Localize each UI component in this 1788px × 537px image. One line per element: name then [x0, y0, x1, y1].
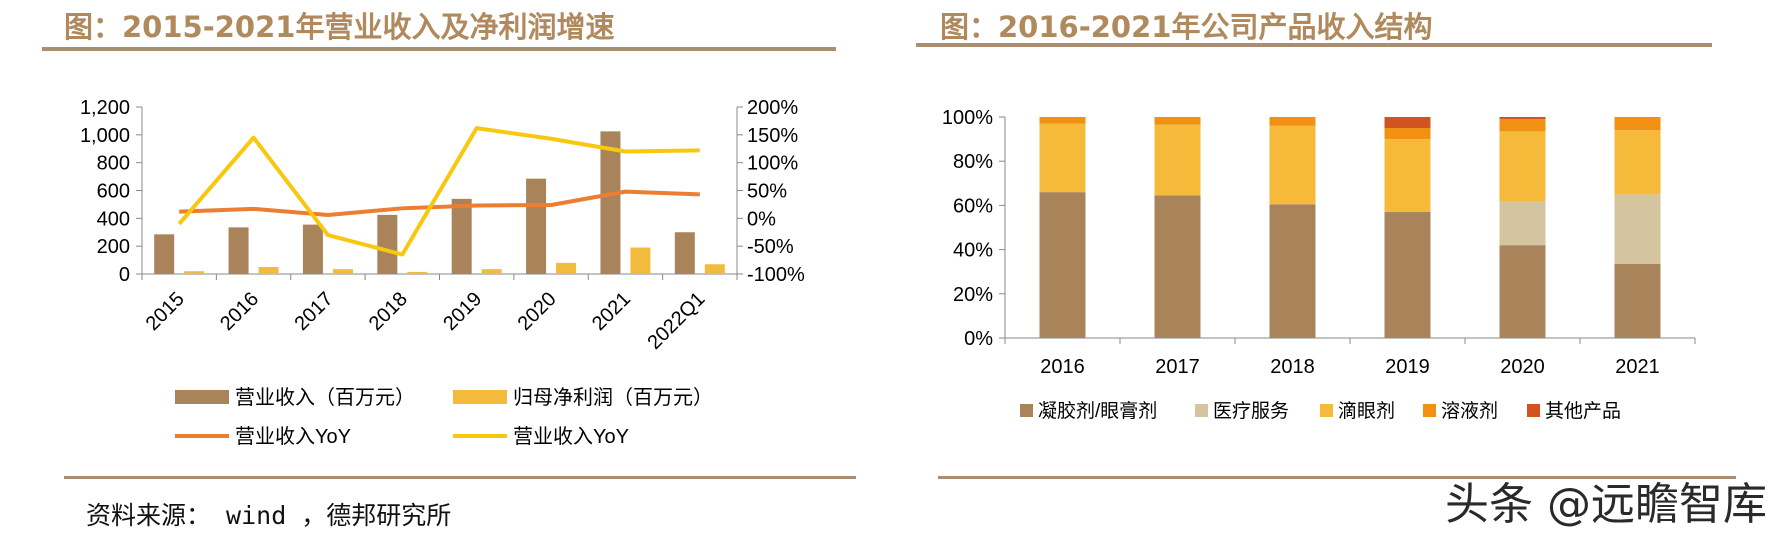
net-profit-bar	[630, 247, 651, 274]
eye-drops-segment	[1499, 131, 1546, 201]
left-y-tick-label: 1,200	[80, 97, 130, 119]
watermark: 头条 @远瞻智库	[1445, 479, 1767, 530]
x-category-label: 2018	[365, 288, 412, 335]
gel-segment	[1154, 195, 1201, 338]
solution-segment	[1499, 119, 1546, 132]
right-y-tick-label: 100%	[747, 153, 798, 175]
solution-segment	[1614, 117, 1661, 131]
left-y-tick-label: 0	[119, 264, 130, 286]
legend-net-profit-swatch	[453, 390, 507, 404]
revenue-bar	[228, 227, 249, 274]
right-chart-x-label: 2021	[1615, 356, 1660, 378]
medical-service-segment	[1614, 194, 1661, 264]
legend-revenue-swatch	[175, 390, 229, 404]
net-profit-bar	[481, 269, 502, 274]
gel-segment	[1384, 212, 1431, 338]
gel-segment	[1499, 245, 1546, 338]
left-y-tick-label: 1,000	[80, 125, 130, 147]
revenue-bar	[600, 131, 621, 274]
legend-net-profit-label: 归母净利润（百万元）	[513, 386, 713, 409]
eye-drops-segment	[1154, 124, 1201, 196]
eye-drops-legend-swatch	[1320, 404, 1333, 417]
revenue-bar	[302, 224, 323, 274]
net-profit-bar	[407, 271, 428, 274]
net-profit-bar	[258, 267, 279, 274]
source-note: 资料来源： wind ，德邦研究所	[86, 501, 452, 530]
right-chart-y-tick-label: 0%	[964, 328, 993, 350]
right-chart-y-tick-label: 40%	[953, 240, 993, 262]
gel-legend-label: 凝胶剂/眼膏剂	[1038, 399, 1157, 422]
x-category-label: 2015	[142, 288, 189, 335]
net-profit-bar	[556, 262, 577, 274]
solution-segment	[1384, 128, 1431, 140]
eye-drops-segment	[1039, 123, 1086, 193]
revenue-bar	[377, 214, 398, 274]
right-chart-y-tick-label: 80%	[953, 151, 993, 173]
left-y-tick-label: 400	[97, 208, 130, 230]
medical-service-segment	[1499, 200, 1546, 246]
x-category-label: 2022Q1	[643, 288, 709, 354]
other-products-segment	[1384, 117, 1431, 129]
left-bottom-rule	[64, 476, 856, 479]
other-products-legend-label: 其他产品	[1545, 400, 1621, 422]
right-chart-y-tick-label: 20%	[953, 284, 993, 306]
right-y-tick-label: -50%	[747, 236, 794, 258]
gel-segment	[1269, 204, 1316, 338]
right-chart-x-label: 2020	[1500, 356, 1545, 378]
solution-legend-swatch	[1423, 404, 1436, 417]
other-products-legend-swatch	[1527, 404, 1540, 417]
left-y-tick-label: 800	[97, 153, 130, 175]
right-chart-x-label: 2019	[1385, 356, 1430, 378]
solution-segment	[1269, 117, 1316, 126]
right-chart-x-label: 2018	[1270, 356, 1315, 378]
net-profit-bar	[332, 269, 353, 274]
x-category-label: 2019	[439, 288, 486, 335]
x-category-label: 2020	[514, 288, 561, 335]
left-y-tick-label: 200	[97, 236, 130, 258]
net-profit-bar	[184, 271, 205, 274]
x-category-label: 2017	[290, 288, 337, 335]
medical-service-legend-label: 医疗服务	[1213, 400, 1289, 422]
right-y-tick-label: 50%	[747, 181, 787, 203]
revenue-bar	[526, 178, 547, 274]
revenue-bar	[451, 198, 472, 274]
x-category-label: 2016	[216, 288, 263, 335]
revenue-yoy-line	[179, 189, 700, 217]
x-category-label: 2021	[588, 288, 635, 335]
legend-revenue-label: 营业收入（百万元）	[235, 386, 415, 409]
legend-revenue-yoy-label: 营业收入YoY	[235, 425, 351, 448]
right-y-tick-label: 200%	[747, 97, 798, 119]
medical-service-legend-swatch	[1195, 404, 1208, 417]
right-chart-y-tick-label: 100%	[942, 107, 993, 129]
left-y-tick-label: 600	[97, 181, 130, 203]
right-y-tick-label: -100%	[747, 264, 805, 286]
right-bottom-rule	[938, 476, 1736, 479]
eye-drops-segment	[1269, 125, 1316, 205]
legend-second-yoy-label: 营业收入YoY	[513, 425, 629, 448]
solution-segment	[1154, 117, 1201, 125]
right-chart-x-label: 2017	[1155, 356, 1200, 378]
right-title-rule	[916, 43, 1712, 47]
solution-legend-label: 溶液剂	[1441, 400, 1498, 422]
second-yoy-line	[177, 126, 700, 257]
revenue-bar	[154, 234, 175, 274]
solution-segment	[1039, 117, 1086, 124]
left-title-rule	[42, 47, 836, 51]
gel-legend-swatch	[1020, 404, 1033, 417]
right-chart-x-label: 2016	[1040, 356, 1085, 378]
eye-drops-legend-label: 滴眼剂	[1338, 400, 1395, 422]
net-profit-bar	[704, 264, 725, 274]
eye-drops-segment	[1614, 130, 1661, 195]
left-chart-title: 图：2015-2021年营业收入及净利润增速	[64, 10, 615, 44]
gel-segment	[1039, 192, 1086, 338]
revenue-bar	[674, 232, 695, 274]
eye-drops-segment	[1384, 139, 1431, 213]
gel-segment	[1614, 263, 1661, 338]
right-chart-y-tick-label: 60%	[953, 195, 993, 217]
right-y-tick-label: 0%	[747, 208, 776, 230]
right-chart-title: 图：2016-2021年公司产品收入结构	[940, 10, 1433, 44]
right-y-tick-label: 150%	[747, 125, 798, 147]
other-products-segment	[1499, 117, 1546, 120]
